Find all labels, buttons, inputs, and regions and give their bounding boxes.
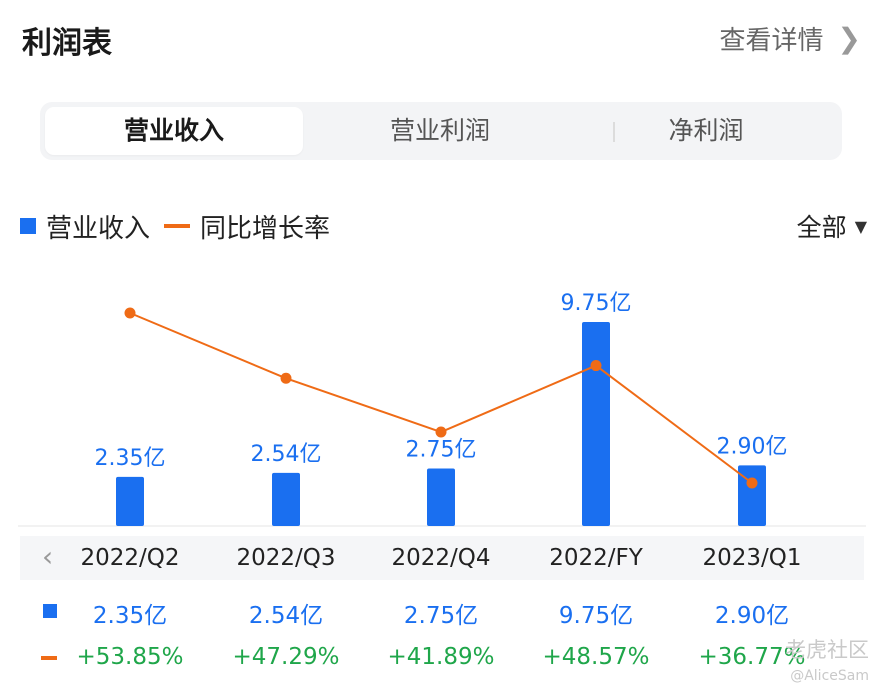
column-header: 2022/FY [549,545,643,571]
watermark-user: @AliceSam [790,668,869,684]
table-cell: 2.35亿 [92,603,168,629]
watermark: 老虎社区 [785,638,869,662]
chart-legend: 营业收入 同比增长率 [20,206,330,246]
table-cell: 9.75亿 [558,603,634,629]
column-header: 2023/Q1 [702,545,802,571]
table-cell: 2.90亿 [714,603,790,629]
bar-data-label: 2.54亿 [251,442,322,467]
bar [116,476,144,526]
tab-divider [613,122,615,142]
table-cell: 2.75亿 [403,603,479,629]
tab-net-profit[interactable]: 净利润 [668,116,744,145]
period-filter-label: 全部 [796,213,847,242]
bar-data-label: 2.90亿 [717,434,788,459]
line-point [280,372,292,384]
table-cell: +36.77% [698,644,806,670]
page-title: 利润表 [22,26,112,61]
bar [272,472,300,526]
view-details-link[interactable]: 查看详情 ❯ [720,20,861,57]
chevron-right-icon: ❯ [837,21,861,55]
table-cell: +48.57% [542,644,650,670]
bar-data-label: 2.75亿 [406,437,477,462]
line-point [124,307,136,319]
yoy-row-icon [41,656,57,660]
period-filter-dropdown[interactable]: 全部 ▼ [797,208,867,244]
table-row-yoy: +53.85% +47.29% +41.89% +48.57% +36.77% [0,642,885,676]
table-cell: +53.85% [76,644,184,670]
bar [427,468,455,526]
line-point [746,477,758,489]
table-row-revenue: 2.35亿 2.54亿 2.75亿 9.75亿 2.90亿 [0,594,885,629]
line-point [590,360,602,372]
legend-revenue-label: 营业收入 [46,213,151,244]
tab-operating-profit[interactable]: 营业利润 [389,116,490,145]
revenue-chart: 2.35亿 2.54亿 2.75亿 9.75亿 2.90亿 [18,291,866,527]
line-point [435,426,447,438]
bar-data-label: 9.75亿 [561,291,632,316]
table-cell: 2.54亿 [248,603,324,629]
tab-revenue[interactable]: 营业收入 [45,107,303,155]
column-header: 2022/Q2 [80,545,180,571]
legend-bar-swatch [20,218,36,234]
column-header: 2022/Q4 [391,545,491,571]
table-cell: +47.29% [232,644,340,670]
view-details-label: 查看详情 [719,26,824,56]
legend-line-swatch [164,224,191,228]
bar [582,322,610,526]
table-cell: +41.89% [387,644,495,670]
header: 利润表 查看详情 ❯ [0,0,885,80]
bar-data-label: 2.35亿 [95,446,166,471]
bar [738,465,766,526]
caret-down-icon: ▼ [854,216,867,236]
revenue-row-icon [43,604,57,618]
chevron-left-icon[interactable]: ‹ [42,540,54,573]
legend-yoy-label: 同比增长率 [200,213,331,244]
column-header: 2022/Q3 [236,545,336,571]
metric-tabs: 营业收入 营业利润 净利润 [40,102,842,160]
table-header-row: ‹ 2022/Q2 2022/Q3 2022/Q4 2022/FY 2023/Q… [20,536,864,580]
